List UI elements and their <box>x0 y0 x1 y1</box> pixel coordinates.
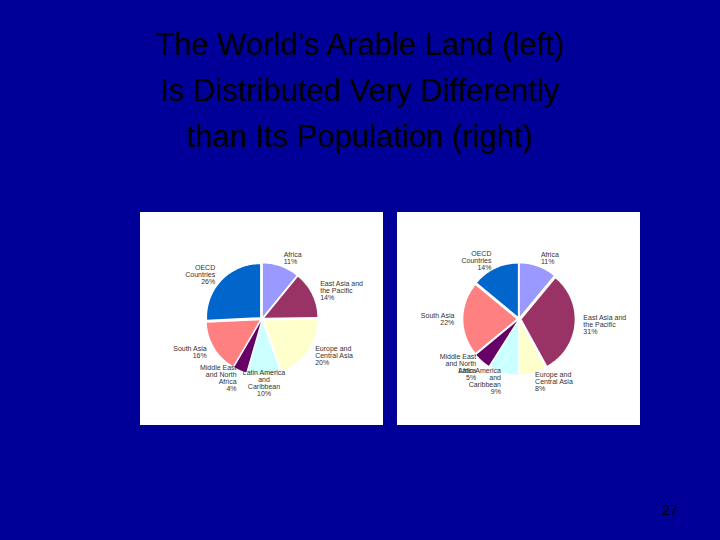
html-text:The World’s Arable Land (left): The World’s Arable Land (left) Is Distri… <box>155 27 565 154</box>
svg-text:East Asia andthe Pacific31%: East Asia andthe Pacific31% <box>583 314 626 335</box>
svg-text:Europe andCentral Asia8%: Europe andCentral Asia8% <box>535 371 573 392</box>
svg-text:East Asia andthe Pacific14%: East Asia andthe Pacific14% <box>320 280 363 301</box>
svg-text:OECDCountries14%: OECDCountries14% <box>462 250 492 271</box>
svg-text:Middle Eastand NorthAfrica4%: Middle Eastand NorthAfrica4% <box>200 364 237 392</box>
svg-text:Europe andCentral Asia20%: Europe andCentral Asia20% <box>315 345 353 366</box>
svg-text:Africa11%: Africa11% <box>284 251 302 265</box>
svg-text:OECDCountries26%: OECDCountries26% <box>185 264 215 285</box>
svg-text:Middle Eastand NorthAfrica5%: Middle Eastand NorthAfrica5% <box>440 353 477 381</box>
svg-text:South Asia16%: South Asia16% <box>173 345 207 359</box>
html-text:27: 27 <box>662 502 678 518</box>
svg-text:Africa11%: Africa11% <box>541 251 559 265</box>
svg-text:South Asia22%: South Asia22% <box>421 312 455 326</box>
svg-text:Latin AmericaandCaribbean9%: Latin AmericaandCaribbean9% <box>459 367 502 395</box>
svg-text:Latin AmericaandCaribbean10%: Latin AmericaandCaribbean10% <box>243 369 286 397</box>
